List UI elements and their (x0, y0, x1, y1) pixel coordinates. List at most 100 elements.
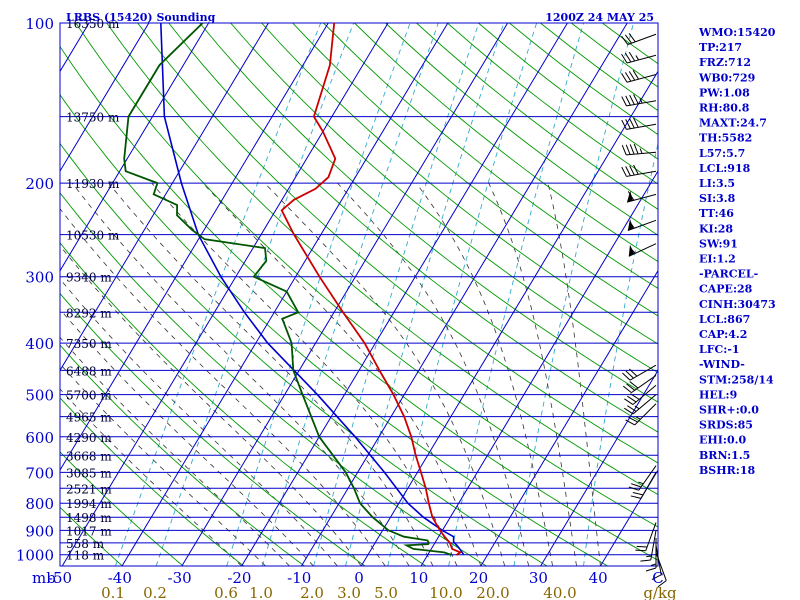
sounding-indices: WMO:15420 TP:217 FRZ:712 WB0:729 PW:1.08 RH:8… (698, 26, 776, 477)
moist-adiabats (60, 182, 601, 567)
barb-flag (630, 393, 640, 400)
barb-flag (630, 495, 642, 499)
barb-flag (624, 72, 632, 82)
moist-adiabat (264, 182, 506, 567)
index-line: PW:1.08 (699, 86, 750, 99)
mixing-ratio-label: g/kg (643, 584, 677, 600)
isotherm-line (60, 23, 210, 272)
barb-flag (636, 545, 648, 548)
barb-flag (629, 144, 635, 155)
barb-flag (622, 385, 632, 394)
index-line: TH:5582 (699, 132, 752, 145)
dry-adiabat (540, 23, 658, 112)
barb-staff (628, 243, 657, 257)
wind-barb (621, 143, 657, 156)
index-line: L57:5.7 (699, 147, 745, 160)
barb-staff (632, 394, 657, 415)
index-line: HEL:9 (699, 388, 737, 401)
dry-adiabat (60, 344, 305, 567)
index-line: SI:3.8 (699, 192, 736, 205)
dry-adiabat (292, 23, 658, 317)
barb-staff (629, 364, 657, 381)
barb-flag (621, 96, 627, 107)
height-label: 1498 m (66, 511, 112, 525)
height-label: 1017 m (66, 524, 112, 538)
moist-adiabat (60, 245, 362, 567)
barb-flag (625, 419, 636, 426)
dry-adiabat (509, 23, 658, 136)
barb-flag (629, 368, 638, 377)
moist-adiabat (71, 182, 410, 567)
wind-barb (624, 384, 657, 405)
wind-barb (621, 70, 657, 83)
barb-staff (632, 384, 657, 405)
barb-staff (626, 170, 657, 177)
isotherm-line (0, 23, 29, 566)
dry-adiabat (60, 45, 658, 561)
moist-adiabat (202, 182, 482, 567)
barb-staff (650, 530, 657, 561)
wind-barbs (621, 33, 667, 588)
barb-flag (651, 574, 662, 580)
wind-barb (622, 375, 657, 394)
wind-barb (627, 219, 657, 232)
isotherm-line (301, 23, 628, 567)
barb-staff (626, 151, 657, 156)
mixing-ratio-line (155, 23, 355, 567)
temperature-tick-label: -50 (48, 569, 72, 587)
wind-barb (635, 522, 657, 552)
index-line: KI:28 (699, 222, 733, 235)
barb-pennant (628, 244, 635, 257)
wind-barb (621, 33, 657, 45)
height-label: 118 m (66, 549, 105, 563)
moist-adiabat (60, 363, 266, 567)
barb-flag (622, 372, 631, 381)
barb-half-flag (650, 563, 657, 566)
moist-adiabat (547, 183, 601, 567)
mixing-ratio-lines (114, 23, 658, 567)
moist-adiabat (60, 278, 338, 567)
height-label: 558 m (66, 537, 105, 551)
barb-staff (627, 219, 657, 232)
mixing-ratio-line (261, 23, 439, 567)
pressure-tick-label: 400 (25, 335, 54, 353)
mixing-ratio-label: 0.2 (143, 584, 167, 600)
barb-flag (629, 165, 635, 176)
pressure-tick-label: 900 (25, 522, 54, 540)
mixing-ratio-line (583, 141, 658, 567)
barb-half-flag (630, 223, 635, 229)
isotherms (0, 23, 658, 567)
barb-half-flag (638, 481, 644, 485)
barb-flag (627, 395, 637, 403)
mixing-ratio-label: 40.0 (543, 584, 576, 600)
index-line: LI:3.5 (699, 177, 735, 190)
wind-barb (625, 403, 657, 426)
pressure-tick-label: 700 (25, 464, 54, 482)
isotherm-line (480, 269, 658, 567)
barb-flag (624, 34, 632, 44)
barb-pennant (627, 219, 634, 231)
dry-adiabat (323, 23, 658, 289)
height-label: 3668 m (66, 449, 112, 463)
index-line: CAPE:28 (699, 283, 753, 296)
barb-staff (626, 193, 657, 203)
barb-flag (627, 191, 635, 201)
height-label: 5700 m (66, 389, 112, 403)
index-line: EHI:0.0 (699, 434, 746, 447)
dry-adiabat (60, 94, 608, 567)
isotherm-line (60, 23, 150, 173)
barb-half-flag (639, 98, 643, 104)
barb-half-flag (634, 405, 640, 410)
isotherm-line (181, 23, 509, 567)
moist-adiabat (337, 182, 530, 567)
temperature-tick-label: -10 (287, 569, 311, 587)
barb-staff (626, 74, 657, 83)
dewpoint-trace (123, 23, 452, 556)
temperature-tick-label: 40 (589, 569, 608, 587)
barb-flag (625, 166, 631, 176)
height-label: 4290 m (66, 431, 112, 445)
parcel-trace (160, 23, 465, 556)
barb-flag (621, 144, 627, 156)
temperature-tick-label: -40 (108, 569, 132, 587)
